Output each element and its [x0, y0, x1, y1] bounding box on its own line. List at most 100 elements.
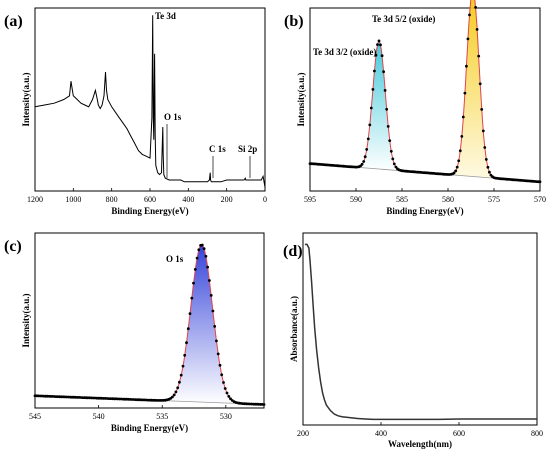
data-point — [222, 381, 225, 384]
data-point — [206, 265, 210, 269]
data-point — [183, 353, 187, 357]
panel-4: (d) 200 400 600 800 Wavelength(nm) Absorbance(… — [283, 232, 543, 449]
peak-annotation: Te 3d 3/2 (oxide) — [313, 47, 376, 57]
data-point — [368, 123, 372, 127]
data-point — [460, 135, 464, 138]
x-tick-label: 800 — [106, 195, 118, 204]
data-point — [376, 43, 379, 46]
x-tick-label: 530 — [220, 412, 232, 421]
x-tick-label: 400 — [182, 195, 194, 204]
data-point — [380, 54, 384, 58]
data-point — [465, 64, 468, 68]
data-point — [172, 393, 176, 397]
data-point — [225, 391, 229, 395]
y-axis-label: Absorbance(a.u.) — [289, 296, 299, 362]
x-tick-label: 535 — [156, 412, 168, 421]
peak-annotation: Te 3d — [155, 11, 176, 21]
x-tick-label: 1000 — [65, 195, 81, 204]
data-point — [186, 327, 190, 331]
x-tick-label: 600 — [144, 195, 156, 204]
data-point — [374, 53, 378, 57]
x-tick-label: 1200 — [27, 195, 43, 204]
peak-annotation: O 1s — [164, 112, 182, 122]
panel-label: (d) — [283, 243, 303, 260]
x-tick-label: 800 — [531, 429, 543, 438]
data-point — [363, 155, 367, 159]
data-point — [379, 43, 382, 47]
data-point — [192, 281, 195, 285]
x-tick-label: 0 — [263, 195, 267, 204]
x-tick-label: 585 — [396, 195, 408, 204]
x-tick-label: 600 — [453, 429, 465, 438]
plot-frame — [302, 232, 538, 426]
panel-label: (b) — [284, 13, 304, 30]
x-axis-label: Binding Energy(eV) — [111, 206, 188, 216]
peak-annotation: Te 3d 5/2 (oxide) — [372, 14, 435, 24]
data-point — [209, 294, 213, 297]
x-axis-label: Binding Energy(eV) — [386, 206, 463, 216]
data-point — [373, 69, 376, 73]
data-point — [463, 91, 467, 95]
x-axis-label: Binding Energy(eV) — [111, 423, 188, 433]
x-tick-label: 545 — [29, 412, 41, 421]
data-point — [200, 243, 204, 247]
data-point — [262, 403, 266, 406]
data-point — [455, 165, 459, 169]
peak-fill-component — [346, 40, 412, 172]
x-tick-label: 200 — [297, 429, 309, 438]
data-point — [483, 146, 487, 149]
peak-annotation: C 1s — [209, 144, 226, 154]
data-point — [385, 107, 389, 111]
x-tick-label: 590 — [350, 195, 362, 204]
plot-frame — [309, 7, 541, 192]
data-point — [383, 89, 387, 92]
x-tick-label: 540 — [93, 412, 105, 421]
data-point — [215, 339, 218, 343]
data-point — [181, 364, 185, 368]
data-point — [171, 395, 174, 399]
x-tick-label: 200 — [221, 195, 233, 204]
data-point — [193, 268, 197, 271]
plot-frame — [34, 232, 265, 409]
data-point — [185, 341, 188, 345]
data-point — [213, 325, 217, 328]
y-axis-label: Intensity(a.u.) — [296, 72, 306, 126]
data-point — [188, 312, 192, 315]
data-point — [179, 373, 183, 377]
fit-envelope — [35, 244, 264, 405]
data-point — [478, 82, 482, 86]
data-point — [377, 39, 381, 43]
data-point — [452, 171, 456, 175]
x-tick-label: 400 — [375, 429, 387, 438]
data-point — [488, 170, 491, 174]
data-point — [362, 160, 366, 163]
x-tick-label: 595 — [304, 195, 316, 204]
peak-fill-component — [440, 0, 506, 180]
data-point — [382, 70, 385, 74]
data-point — [176, 386, 180, 390]
data-point — [178, 380, 181, 384]
data-point — [218, 363, 222, 367]
peak-fill-component — [145, 244, 258, 405]
plot-frame — [34, 7, 266, 192]
data-point — [366, 137, 370, 141]
data-point — [475, 28, 479, 31]
data-point — [474, 6, 477, 9]
x-axis-label: Wavelength(nm) — [388, 439, 452, 449]
peak-annotation: O 1s — [166, 254, 184, 264]
data-point — [227, 395, 231, 398]
data-point — [466, 37, 470, 41]
data-point — [220, 373, 224, 377]
data-point — [204, 254, 208, 258]
panel-label: (c) — [4, 238, 22, 255]
data-point — [369, 106, 373, 110]
y-axis-label: Intensity(a.u.) — [21, 293, 31, 347]
data-point — [190, 296, 194, 300]
data-point — [388, 139, 392, 143]
data-point — [486, 165, 490, 169]
data-point — [216, 352, 220, 356]
data-point — [202, 247, 206, 251]
data-point — [386, 125, 390, 128]
panel-3: (c) 545 540 535 530 Binding Energy(eV) Intensi… — [4, 232, 266, 433]
